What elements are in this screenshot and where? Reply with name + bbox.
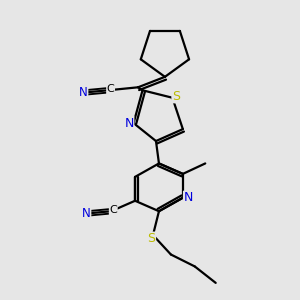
- Text: S: S: [148, 232, 155, 245]
- Text: N: N: [184, 191, 193, 204]
- Text: S: S: [172, 90, 180, 103]
- Text: N: N: [124, 117, 134, 130]
- Text: C: C: [110, 205, 117, 215]
- Text: C: C: [107, 84, 115, 94]
- Text: N: N: [79, 86, 88, 99]
- Text: N: N: [82, 207, 91, 220]
